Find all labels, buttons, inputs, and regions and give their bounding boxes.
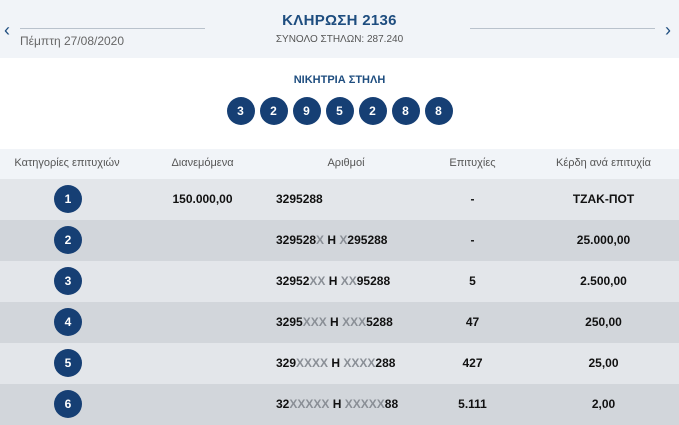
category-badge: 4 — [54, 308, 82, 336]
pattern-mask: XX — [309, 274, 326, 288]
category-badge: 3 — [54, 267, 82, 295]
prize-per-winner: 25,00 — [588, 356, 619, 370]
number-ball: 9 — [292, 97, 321, 125]
winners-count: - — [470, 192, 475, 206]
winning-numbers-pattern: 329XXXX Η XXXX288 — [276, 356, 426, 370]
pattern-digits: 329528 — [276, 233, 317, 247]
pattern-mask: XXXX — [343, 356, 376, 370]
pattern-mask: X — [316, 233, 325, 247]
prize-per-winner: 2,00 — [591, 397, 616, 411]
pattern-mask: X — [339, 233, 348, 247]
table-row: 6 32XXXXX Η XXXXX88 5.111 2,00 — [0, 384, 679, 425]
pattern-digits: 95288 — [356, 274, 391, 288]
pattern-digits: 329 — [276, 356, 297, 370]
pattern-mask: XXX — [302, 315, 327, 329]
pattern-digits: 3295 — [276, 315, 303, 329]
winners-count: - — [470, 233, 475, 247]
pattern-or: Η — [326, 315, 343, 329]
pattern-digits: 5288 — [366, 315, 393, 329]
winning-numbers-pattern: 3295XXX Η XXX5288 — [276, 315, 426, 329]
winning-numbers-pattern: 32952XX Η XX95288 — [276, 274, 426, 288]
table-row: 4 3295XXX Η XXX5288 47 250,00 — [0, 302, 679, 343]
winning-numbers-pattern: 3295288 — [276, 192, 426, 206]
category-badge: 5 — [54, 349, 82, 377]
draw-title: ΚΛΗΡΩΣΗ 2136 — [282, 12, 397, 29]
pattern-digits: 32 — [276, 397, 290, 411]
prize-per-winner: 25.000,00 — [576, 233, 631, 247]
table-row: 5 329XXXX Η XXXX288 427 25,00 — [0, 343, 679, 384]
header-numbers: Αριθμοί — [327, 157, 365, 169]
category-badge: 2 — [54, 226, 82, 254]
category-badge: 6 — [54, 390, 82, 418]
winners-count: 427 — [462, 356, 483, 370]
prize-per-winner: 250,00 — [585, 315, 622, 329]
header-categories: Κατηγορίες επιτυχιών — [14, 157, 120, 169]
prize-per-winner: ΤΖΑΚ-ΠΟΤ — [572, 192, 635, 206]
pattern-mask: XXXXX — [289, 397, 330, 411]
pattern-mask: XXXXX — [344, 397, 385, 411]
number-ball: 8 — [391, 97, 420, 125]
columns-total: ΣΥΝΟΛΟ ΣΤΗΛΩΝ: 287.240 — [275, 34, 404, 45]
header-winners: Επιτυχίες — [449, 157, 496, 169]
winning-numbers-pattern: 329528X Η X295288 — [276, 233, 426, 247]
chevron-right-icon[interactable]: › — [665, 20, 671, 40]
pattern-or: Η — [325, 274, 341, 288]
pattern-digits: 88 — [384, 397, 399, 411]
table-row: 3 32952XX Η XX95288 5 2.500,00 — [0, 261, 679, 302]
winners-count: 5.111 — [458, 397, 487, 411]
winners-count: 47 — [465, 315, 480, 329]
distributed-amount: 150.000,00 — [172, 192, 233, 206]
pattern-or: Η — [329, 397, 345, 411]
pattern-digits: 295288 — [347, 233, 388, 247]
winning-numbers: 3 2 9 5 2 8 8 — [0, 97, 679, 125]
number-ball: 2 — [259, 97, 288, 125]
divider — [470, 28, 655, 29]
draw-date: Πέμπτη 27/08/2020 — [20, 34, 125, 48]
number-ball: 5 — [325, 97, 354, 125]
table-header: Κατηγορίες επιτυχιών Διανεμόμενα Αριθμοί… — [0, 149, 679, 179]
number-ball: 3 — [226, 97, 255, 125]
table-row: 1 150.000,00 3295288 - ΤΖΑΚ-ΠΟΤ — [0, 179, 679, 220]
pattern-digits: 288 — [375, 356, 396, 370]
winning-numbers-pattern: 32XXXXX Η XXXXX88 — [276, 397, 426, 411]
chevron-left-icon[interactable]: ‹ — [4, 20, 10, 40]
table-row: 2 329528X Η X295288 - 25.000,00 — [0, 220, 679, 261]
pattern-mask: XXX — [342, 315, 367, 329]
divider — [20, 28, 205, 29]
pattern-digits: 32952 — [276, 274, 310, 288]
pattern-or: Η — [324, 233, 340, 247]
header-prize: Κέρδη ανά επιτυχία — [556, 157, 651, 169]
number-ball: 8 — [424, 97, 453, 125]
winners-count: 5 — [469, 274, 476, 288]
number-ball: 2 — [358, 97, 387, 125]
draw-header: ‹ Πέμπτη 27/08/2020 ΚΛΗΡΩΣΗ 2136 ΣΥΝΟΛΟ … — [0, 0, 679, 58]
category-badge: 1 — [54, 185, 82, 213]
pattern-or: Η — [328, 356, 344, 370]
winning-column-label: ΝΙΚΗΤΡΙΑ ΣΤΗΛΗ — [293, 74, 386, 86]
header-distributed: Διανεμόμενα — [171, 157, 234, 169]
pattern-mask: XX — [340, 274, 357, 288]
pattern-mask: XXXX — [296, 356, 329, 370]
prize-per-winner: 2.500,00 — [580, 274, 627, 288]
pattern-digits: 3295288 — [276, 192, 323, 206]
